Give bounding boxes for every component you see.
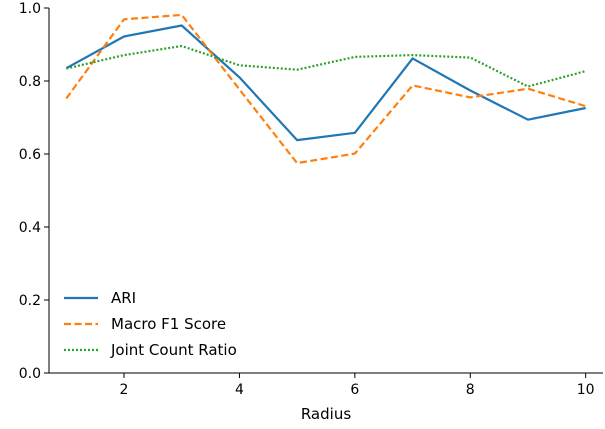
x-tick-label: 10 bbox=[577, 382, 595, 398]
legend-label-3: Joint Count Ratio bbox=[110, 341, 237, 359]
x-tick-label: 2 bbox=[120, 382, 129, 398]
series-line-2 bbox=[65, 13, 587, 165]
legend-label-2: Macro F1 Score bbox=[111, 315, 226, 333]
x-axis-label: Radius bbox=[301, 405, 351, 423]
legend-label-1: ARI bbox=[111, 289, 136, 307]
x-tick-label: 6 bbox=[350, 382, 359, 398]
y-tick-label: 0.8 bbox=[19, 74, 41, 90]
y-tick-label: 1.0 bbox=[19, 1, 41, 17]
x-tick-label: 8 bbox=[466, 382, 475, 398]
y-tick-label: 0.4 bbox=[19, 220, 41, 236]
x-tick-label: 4 bbox=[235, 382, 244, 398]
y-tick-label: 0.6 bbox=[19, 147, 41, 163]
y-tick-label: 0.0 bbox=[19, 366, 41, 382]
y-ticks: 0.0 0.2 0.4 0.6 0.8 1.0 bbox=[19, 1, 49, 382]
x-ticks: 2 4 6 8 10 bbox=[120, 373, 595, 398]
series-line-3 bbox=[66, 44, 586, 88]
plot-lines bbox=[65, 13, 587, 165]
legend: ARI Macro F1 Score Joint Count Ratio bbox=[64, 289, 237, 359]
axes bbox=[48, 8, 603, 374]
series-line-1 bbox=[65, 24, 586, 142]
y-tick-label: 0.2 bbox=[19, 293, 41, 309]
